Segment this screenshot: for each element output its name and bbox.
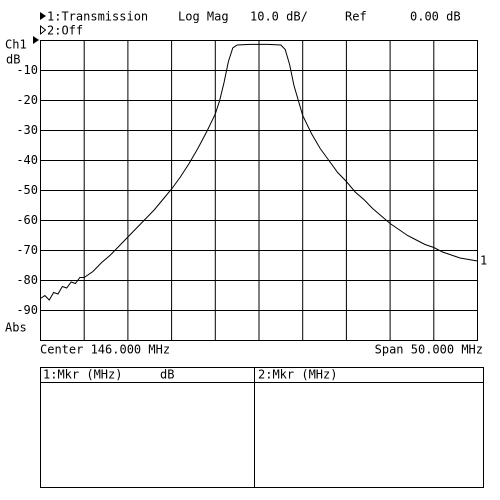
y-mode: Abs xyxy=(5,321,27,335)
ref-label: Ref xyxy=(345,10,367,24)
ref-pointer xyxy=(33,36,39,44)
y-tick-label: -10 xyxy=(16,63,38,77)
y-tick-label: -80 xyxy=(16,273,38,287)
y-tick-label: -70 xyxy=(16,243,38,257)
plot-frame xyxy=(40,40,478,341)
table-col-title: 1:Mkr (MHz) xyxy=(43,368,122,382)
ref-value: 0.00 dB xyxy=(410,10,461,24)
y-tick-label: -50 xyxy=(16,183,38,197)
center-label: Center 146.000 MHz xyxy=(40,343,170,357)
trace-end-marker: 1 xyxy=(480,254,487,268)
y-tick-label: -40 xyxy=(16,153,38,167)
trace2-icon xyxy=(40,24,47,36)
format: Log Mag xyxy=(178,10,229,24)
table-col-unit: dB xyxy=(160,368,174,382)
channel: Ch1 xyxy=(5,38,27,52)
y-tick-label: -60 xyxy=(16,213,38,227)
y-tick-label: -20 xyxy=(16,93,38,107)
active-trace-icon xyxy=(40,12,46,20)
y-tick-label: -30 xyxy=(16,123,38,137)
table-col-title: 2:Mkr (MHz) xyxy=(258,368,337,382)
trace1-label: 1:Transmission xyxy=(47,10,148,24)
trace2-label: 2:Off xyxy=(47,24,83,38)
y-tick-label: -90 xyxy=(16,303,38,317)
span-label: Span 50.000 MHz xyxy=(375,343,483,357)
trace xyxy=(40,43,478,301)
scale: 10.0 dB/ xyxy=(250,10,308,24)
y-unit: dB xyxy=(6,53,20,67)
marker-table xyxy=(40,367,484,488)
